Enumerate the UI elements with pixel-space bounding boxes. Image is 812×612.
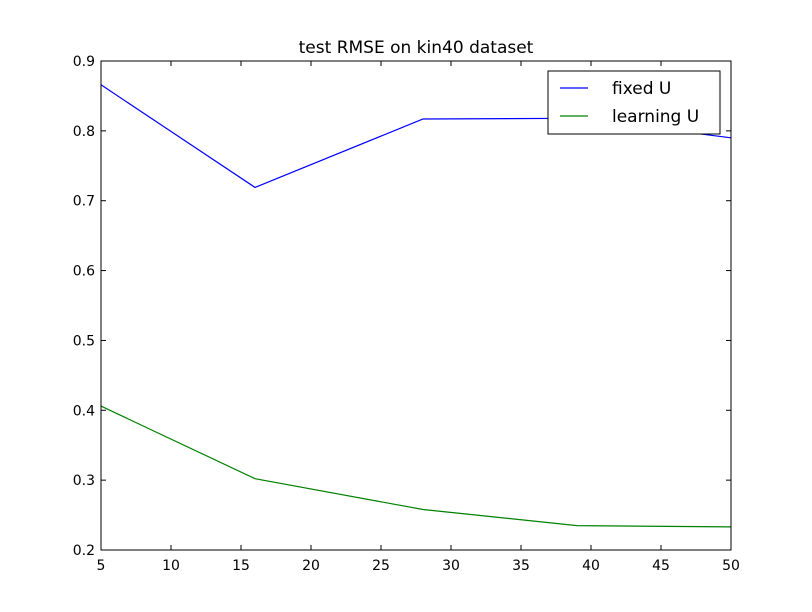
x-tick-label: 15: [232, 558, 250, 574]
y-tick-label: 0.4: [73, 403, 95, 419]
y-tick-label: 0.9: [73, 54, 95, 70]
axes-frame: [100, 60, 732, 551]
legend-label-2: learning U: [612, 107, 699, 127]
y-tick-label: 0.5: [73, 333, 95, 349]
x-tick-label: 10: [162, 558, 180, 574]
x-tick-label: 30: [442, 558, 460, 574]
chart-title: test RMSE on kin40 dataset: [299, 38, 534, 58]
y-tick-label: 0.6: [73, 264, 95, 280]
x-tick-label: 20: [302, 558, 320, 574]
x-tick-label: 35: [512, 558, 530, 574]
legend-label-1: fixed U: [612, 79, 671, 99]
ticks-layer: 5 10 15 20 25 30 35 40 45 50 0.2 0.3 0.4 0.5 0.6 0.7 0.8…: [73, 54, 740, 574]
series-layer: [100, 84, 732, 528]
y-tick-label: 0.2: [73, 543, 95, 559]
x-tick-label: 40: [582, 558, 600, 574]
series-line-2: [100, 405, 732, 528]
legend: fixed U learning U: [547, 70, 721, 135]
plot-area: 5 10 15 20 25 30 35 40 45 50 0.2 0.3 0.4 0.5 0.6 0.7 0.8…: [73, 54, 740, 574]
y-tick-label: 0.3: [73, 473, 95, 489]
legend-box: [547, 70, 721, 135]
y-tick-label: 0.8: [73, 124, 95, 140]
x-tick-label: 5: [97, 558, 106, 574]
y-tick-label: 0.7: [73, 194, 95, 210]
x-tick-label: 25: [372, 558, 390, 574]
x-tick-label: 50: [722, 558, 740, 574]
x-tick-label: 45: [652, 558, 670, 574]
